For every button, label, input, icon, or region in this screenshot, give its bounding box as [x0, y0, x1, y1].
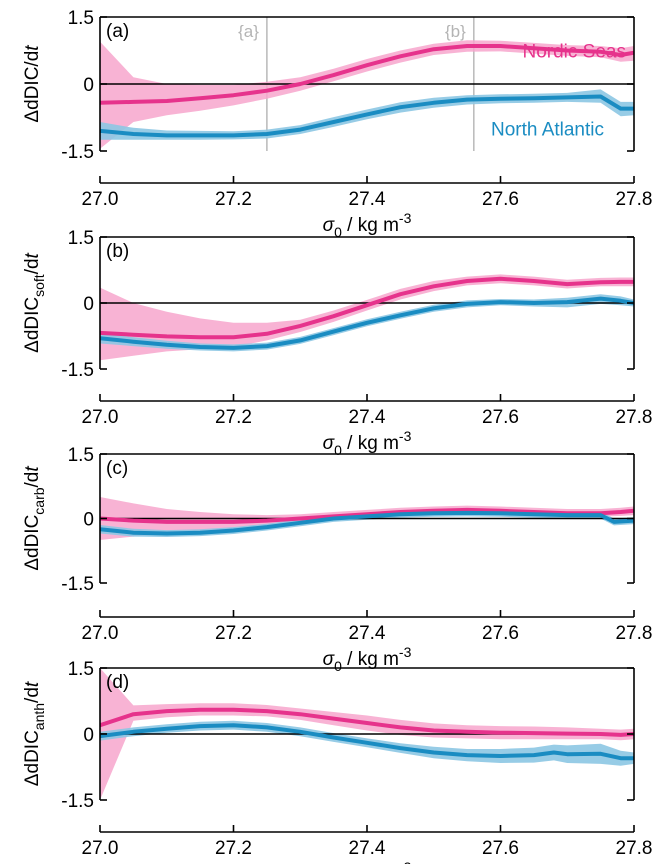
nordic-series-line — [100, 707, 634, 737]
plot-area — [100, 668, 634, 800]
x-tick-label: 27.2 — [215, 407, 252, 428]
xlabel-subscript: 0 — [334, 658, 342, 674]
y-tick-label: 0 — [83, 294, 94, 315]
x-tick-label: 27.8 — [616, 189, 652, 210]
atlantic-series-line — [100, 296, 634, 350]
xlabel-units: / kg m — [342, 649, 399, 670]
ylabel-subscript: carb — [31, 487, 47, 514]
x-tick-label: 27.6 — [482, 189, 519, 210]
x-tick-label: 27.2 — [215, 623, 252, 644]
y-tick-label: -1.5 — [61, 142, 94, 163]
xlabel-exponent: -3 — [399, 644, 412, 660]
ylabel-subscript: anth — [31, 703, 47, 730]
y-axis-label: ΔdDICcarb/dt — [22, 466, 47, 571]
x-tick-label: 27.0 — [82, 189, 119, 210]
ylabel-main: ΔdDIC — [22, 730, 43, 786]
panel-b: 1.5 0 -1.5 27.0 27.2 27.4 27.6 27.8 (b) ΔdDICsoft… — [22, 228, 652, 458]
x-tick-label: 27.0 — [82, 623, 119, 644]
xlabel-exponent: -3 — [399, 428, 412, 444]
xlabel-exponent: -3 — [399, 859, 412, 864]
x-axis-label: σ0 / kg m-3 — [323, 644, 412, 674]
ylabel-tail: /d — [22, 258, 43, 274]
xlabel-units: / kg m — [342, 215, 399, 236]
atlantic-series-line — [100, 510, 634, 536]
xlabel-subscript: 0 — [334, 442, 342, 458]
x-axis-label: σ0 / kg m-3 — [323, 210, 412, 240]
x-tick-label: 27.4 — [349, 838, 386, 859]
x-axis-label: σ0 / kg m-3 — [323, 859, 412, 864]
xlabel-exponent: -3 — [399, 210, 412, 226]
panel-a: {a} {b} 1.5 0 -1.5 27.0 27.2 27.4 27.6 27.8 (a) Nor… — [22, 8, 652, 240]
x-tick-label: 27.8 — [616, 838, 652, 859]
y-tick-label: 1.5 — [68, 8, 94, 29]
ylabel-main: ΔdDIC — [22, 67, 43, 123]
x-tick-label: 27.2 — [215, 838, 252, 859]
nordic-series-line — [100, 44, 634, 105]
x-tick-label: 27.0 — [82, 407, 119, 428]
xlabel-units: / kg m — [342, 433, 399, 454]
y-axis-label: ΔdDICanth/dt — [22, 681, 47, 786]
plot-area — [100, 17, 634, 151]
y-tick-label: -1.5 — [61, 360, 94, 381]
ylabel-t: t — [22, 45, 43, 51]
ylabel-tail: /d — [22, 51, 43, 67]
x-tick-label: 27.0 — [82, 838, 119, 859]
ylabel-t: t — [22, 466, 43, 472]
ylabel-tail: /d — [22, 687, 43, 703]
xlabel-symbol: σ — [323, 215, 336, 236]
x-tick-label: 27.6 — [482, 407, 519, 428]
ylabel-tail: /d — [22, 472, 43, 488]
panel-label: (b) — [106, 241, 129, 262]
panel-label: (c) — [106, 458, 128, 479]
x-tick-label: 27.8 — [616, 623, 652, 644]
ylabel-t: t — [22, 252, 43, 258]
y-axis-label: ΔdDICsoft/dt — [22, 252, 47, 352]
y-tick-label: -1.5 — [61, 791, 94, 812]
x-tick-label: 27.4 — [349, 407, 386, 428]
x-tick-label: 27.8 — [616, 407, 652, 428]
y-tick-label: 0 — [83, 725, 94, 746]
y-tick-label: 1.5 — [68, 445, 94, 466]
plot-area — [100, 274, 634, 361]
y-tick-label: 0 — [83, 510, 94, 531]
y-axis-label: ΔdDIC/dt — [22, 45, 43, 123]
y-tick-label: 1.5 — [68, 228, 94, 249]
plot-area — [100, 497, 634, 540]
marker-label-a: {a} — [238, 22, 259, 41]
ylabel-t: t — [22, 681, 43, 687]
ylabel-subscript: soft — [31, 274, 47, 297]
nordic-series-line — [100, 276, 634, 340]
xlabel-symbol: σ — [323, 433, 336, 454]
atlantic-series-line — [100, 723, 634, 761]
x-axis-label: σ0 / kg m-3 — [323, 428, 412, 458]
x-tick-label: 27.4 — [349, 623, 386, 644]
marker-label-b: {b} — [445, 22, 466, 41]
panel-label: (a) — [106, 21, 129, 42]
ylabel-main: ΔdDIC — [22, 297, 43, 353]
x-tick-label: 27.6 — [482, 623, 519, 644]
panel-label: (d) — [106, 672, 129, 693]
panel-c: 1.5 0 -1.5 27.0 27.2 27.4 27.6 27.8 (c) ΔdDICcarb… — [22, 445, 652, 674]
nordic-seas-label: Nordic Seas — [523, 42, 627, 63]
xlabel-subscript: 0 — [334, 224, 342, 240]
x-tick-label: 27.6 — [482, 838, 519, 859]
y-tick-label: 1.5 — [68, 659, 94, 680]
y-tick-label: -1.5 — [61, 574, 94, 595]
y-tick-label: 0 — [83, 75, 94, 96]
xlabel-symbol: σ — [323, 649, 336, 670]
x-tick-label: 27.2 — [215, 189, 252, 210]
x-tick-label: 27.4 — [349, 189, 386, 210]
atlantic-series-line — [100, 94, 634, 138]
panel-d: 1.5 0 -1.5 27.0 27.2 27.4 27.6 27.8 (d) ΔdDICanth… — [22, 659, 652, 864]
ylabel-main: ΔdDIC — [22, 515, 43, 571]
north-atlantic-label: North Atlantic — [491, 120, 604, 141]
